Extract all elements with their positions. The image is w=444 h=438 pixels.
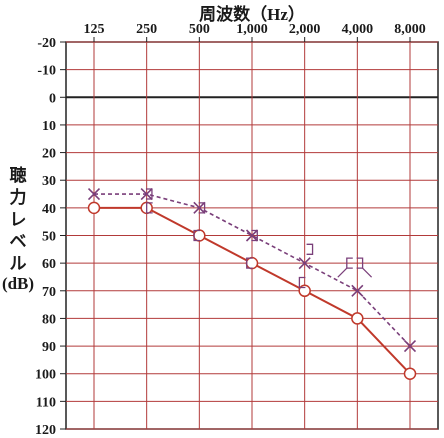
y-tick-label: 70 [42,285,56,300]
y-tick-label: -10 [37,64,56,79]
y-tick-label: 80 [42,312,56,327]
plot-area: -20 -10 0 10 20 30 40 50 60 70 80 90 100 110 120 125 250… [35,22,439,438]
x-tick-label: 1,000 [236,22,268,37]
marker-cross [140,187,153,201]
y-tick-label: 100 [35,368,56,383]
marker-cross [298,257,311,270]
y-label-char-5: ル [10,254,27,273]
marker-cross [403,340,417,353]
marker-bone-conduction [198,202,206,214]
marker-bone-conduction [246,257,253,269]
y-tick-label: 40 [42,202,56,217]
marker-bone-conduction [193,229,201,242]
y-axis-label: 聴 力 レ ベ ル (dB) [2,166,34,293]
y-tick-label: 110 [36,395,56,410]
x-tick-label: 250 [136,22,157,37]
y-label-char-3: レ [10,210,27,229]
marker-bone-conduction [298,276,306,289]
x-tick-label: 500 [189,22,210,37]
marker-bone-conduction [346,257,353,269]
marker-circle [351,312,364,325]
y-label-char-4: ベ [10,232,27,251]
marker-bone-conduction [146,202,153,214]
x-tick-label: 2,000 [289,22,321,37]
marker-no-response-arrow [362,267,373,278]
marker-circle [403,367,417,380]
marker-cross [193,201,206,214]
y-tick-label: -20 [37,36,56,51]
x-tick-label: 4,000 [342,22,374,37]
y-tick-label: 30 [42,174,56,189]
marker-circle [87,201,101,215]
marker-cross [245,229,259,242]
marker-bone-conduction [306,243,314,255]
x-tick-label: 8,000 [394,22,426,37]
y-tick-label: 90 [42,340,56,355]
y-tick-label: 0 [49,91,56,106]
marker-cross [87,187,101,201]
x-tick-label: 125 [84,22,105,37]
marker-circle [245,256,259,270]
y-label-char-1: 聴 [10,166,27,185]
y-label-unit: (dB) [2,274,34,293]
y-tick-label: 20 [42,147,56,162]
marker-no-response-arrow [337,267,348,278]
y-label-char-2: 力 [10,187,27,207]
y-tick-label: 60 [42,257,56,272]
chart-title: 周波数（Hz） [199,4,305,24]
y-tick-label: 120 [35,423,56,438]
marker-cross [351,284,364,297]
marker-circle [193,229,206,242]
marker-bone-conduction [356,257,364,269]
y-tick-label: 50 [42,230,56,245]
y-tick-label: 10 [42,119,56,134]
marker-bone-conduction [145,188,153,200]
marker-bone-conduction [251,229,258,242]
